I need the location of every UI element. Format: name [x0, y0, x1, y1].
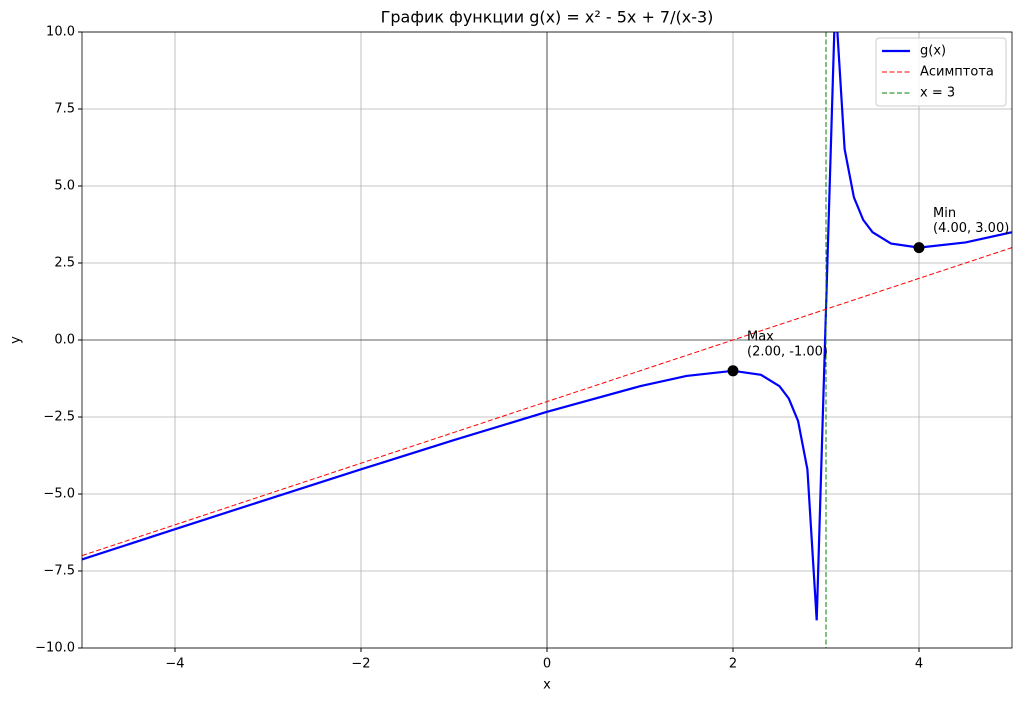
x-tick-label: −2 [351, 657, 370, 672]
x-tick-label: −4 [165, 657, 184, 672]
extremum-point [913, 242, 925, 254]
x-tick-label: 4 [915, 657, 923, 672]
x-tick-label: 0 [543, 657, 551, 672]
legend-label: x = 3 [920, 86, 955, 101]
y-tick-label: −10.0 [35, 641, 75, 656]
y-tick-label: −5.0 [43, 487, 75, 502]
annotation-text: (4.00, 3.00) [933, 221, 1009, 236]
y-tick-label: 5.0 [54, 179, 75, 194]
annotation-text: Max [747, 329, 774, 344]
series-line [82, 32, 1012, 621]
y-axis-label: y [9, 336, 24, 344]
extremum-point [727, 365, 739, 377]
y-tick-label: 2.5 [54, 256, 75, 271]
legend-box [875, 37, 1007, 107]
series-line [82, 247, 1012, 557]
x-axis-label: x [543, 678, 551, 693]
plot-content: Max(2.00, -1.00) Min(4.00, 3.00) [82, 32, 1012, 648]
y-tick-label: 7.5 [54, 102, 75, 117]
y-tick-label: −7.5 [43, 564, 75, 579]
annotation-text: Min [933, 206, 956, 221]
annotation-text: (2.00, -1.00) [747, 344, 828, 359]
x-tick-label: 2 [729, 657, 737, 672]
y-tick-label: 0.0 [54, 333, 75, 348]
y-tick-label: 10.0 [46, 25, 75, 40]
chart-title: График функции g(x) = x² - 5x + 7/(x-3) [381, 8, 714, 27]
plot-frame [81, 31, 1013, 649]
legend-label: g(x) [920, 44, 946, 59]
y-tick-label: −2.5 [43, 410, 75, 425]
legend-label: Асимптота [920, 65, 994, 80]
legend: g(x) Асимптота x = 3 [875, 37, 1007, 107]
